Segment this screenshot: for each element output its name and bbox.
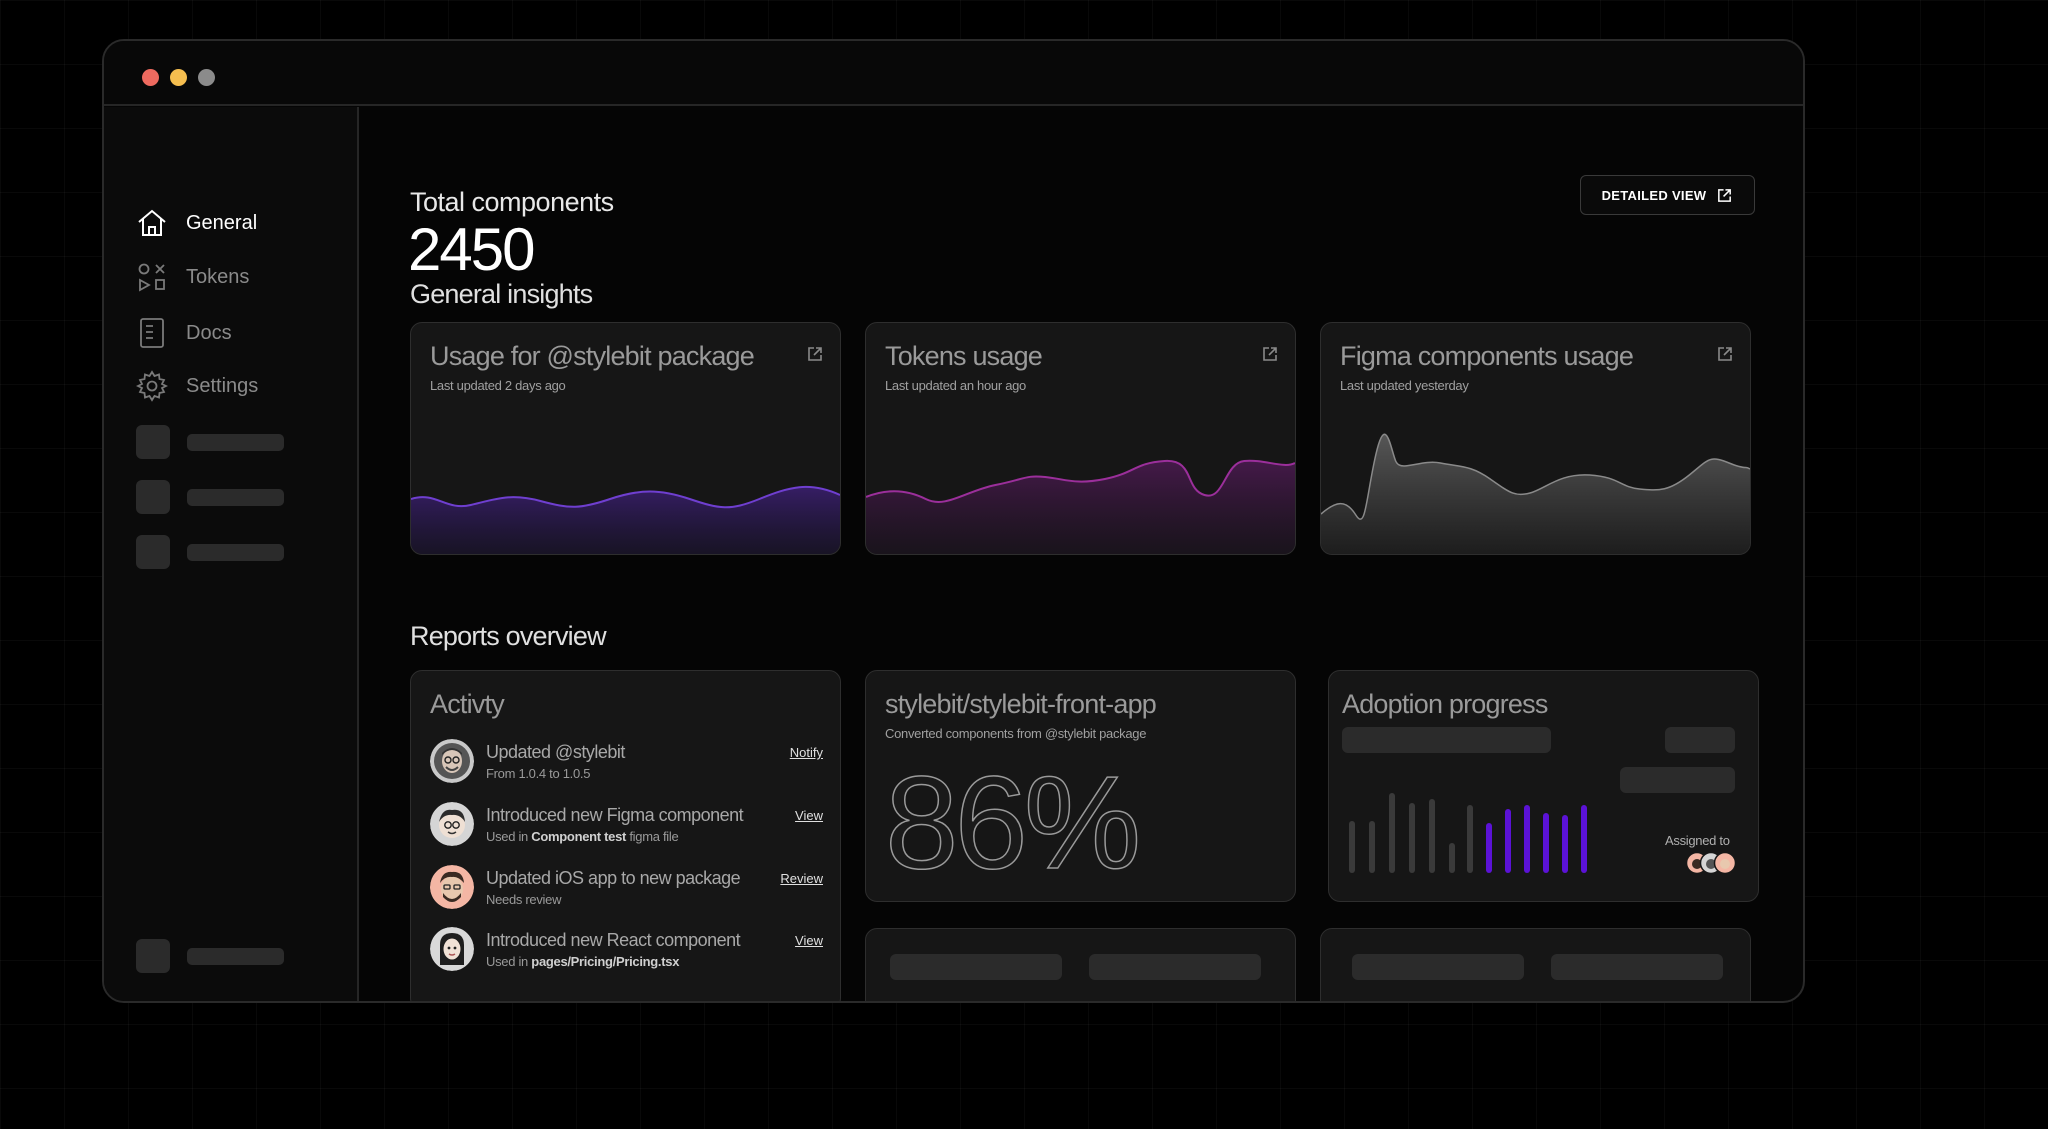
- sidebar-placeholder: [136, 939, 284, 973]
- card-title: Adoption progress: [1342, 689, 1548, 719]
- detailed-view-label: DETAILED VIEW: [1601, 187, 1707, 203]
- shapes-icon: [138, 263, 165, 292]
- gear-icon: [136, 370, 168, 402]
- sidebar-item-tokens[interactable]: Tokens: [136, 259, 249, 295]
- sidebar-placeholder: [136, 535, 284, 569]
- total-components-label: Total components: [410, 187, 614, 217]
- external-link-icon[interactable]: [1716, 345, 1734, 363]
- sidebar-item-general[interactable]: General: [136, 205, 257, 241]
- placeholder-card: [865, 928, 1296, 1001]
- title-bar: [104, 41, 1803, 106]
- placeholder-bar: [1665, 727, 1735, 753]
- placeholder-bar: [1342, 727, 1551, 753]
- external-link-icon: [1718, 188, 1732, 202]
- activity-item: Introduced new Figma component Used in C…: [430, 802, 823, 852]
- tokens-area-chart: [866, 459, 1295, 554]
- avatar: [430, 802, 474, 846]
- usage-area-chart: [411, 485, 840, 554]
- minimize-window-button[interactable]: [170, 69, 187, 86]
- activity-title: Updated iOS app to new package: [486, 868, 741, 888]
- external-link-icon[interactable]: [806, 345, 824, 363]
- total-components-value: 2450: [408, 216, 535, 283]
- card-subtitle: Last updated an hour ago: [885, 378, 1026, 393]
- sidebar-placeholder: [136, 425, 284, 459]
- avatar: [430, 865, 474, 909]
- placeholder-card: [1320, 928, 1751, 1001]
- activity-title: Introduced new React component: [486, 930, 741, 950]
- sidebar-placeholder: [136, 480, 284, 514]
- card-subtitle: Last updated yesterday: [1340, 378, 1469, 393]
- activity-title: Introduced new Figma component: [486, 805, 744, 825]
- activity-subtitle: Used in pages/Pricing/Pricing.tsx: [486, 954, 680, 969]
- main-content: Total components 2450 DETAILED VIEW Gene…: [361, 107, 1803, 1001]
- sidebar-item-label: Docs: [186, 321, 232, 344]
- adoption-bar-chart: [1349, 793, 1587, 873]
- card-title: Usage for @stylebit package: [430, 341, 755, 371]
- avatar: [430, 739, 474, 783]
- view-link[interactable]: View: [795, 808, 823, 823]
- external-link-icon[interactable]: [1261, 345, 1279, 363]
- adoption-progress-card[interactable]: Adoption progress Assigned to: [1328, 670, 1759, 902]
- card-title: Figma components usage: [1340, 341, 1634, 371]
- sidebar-item-docs[interactable]: Docs: [136, 315, 232, 351]
- zoom-window-button[interactable]: [198, 69, 215, 86]
- general-insights-title: General insights: [410, 279, 593, 309]
- detailed-view-button[interactable]: DETAILED VIEW: [1580, 175, 1755, 215]
- conversion-percent: 86%: [885, 756, 1142, 886]
- activity-item: Updated iOS app to new package Needs rev…: [430, 865, 823, 915]
- activity-card: Activty Updated @stylebit From 1.0.4 to …: [410, 670, 841, 1001]
- assignee-avatars[interactable]: [1686, 851, 1738, 875]
- insight-card-figma[interactable]: Figma components usage Last updated yest…: [1320, 322, 1751, 555]
- repo-conversion-card[interactable]: stylebit/stylebit-front-app Converted co…: [865, 670, 1296, 902]
- view-link[interactable]: View: [795, 933, 823, 948]
- app-window: General Tokens Docs Settings Total compo…: [102, 39, 1805, 1003]
- placeholder-bar: [1620, 767, 1735, 793]
- insight-card-usage[interactable]: Usage for @stylebit package Last updated…: [410, 322, 841, 555]
- sidebar: General Tokens Docs Settings: [104, 107, 359, 1001]
- figma-area-chart: [1321, 433, 1750, 554]
- card-title: stylebit/stylebit-front-app: [885, 689, 1157, 719]
- activity-title: Updated @stylebit: [486, 742, 625, 762]
- activity-subtitle: Used in Component test figma file: [486, 829, 679, 844]
- activity-subtitle: Needs review: [486, 892, 562, 907]
- card-title: Activty: [430, 689, 505, 719]
- card-title: Tokens usage: [885, 341, 1043, 371]
- notify-link[interactable]: Notify: [789, 745, 823, 760]
- sidebar-item-settings[interactable]: Settings: [136, 368, 258, 404]
- activity-item: Introduced new React component Used in p…: [430, 927, 823, 977]
- activity-item: Updated @stylebit From 1.0.4 to 1.0.5 No…: [430, 739, 823, 789]
- card-subtitle: Last updated 2 days ago: [430, 378, 566, 393]
- activity-subtitle: From 1.0.4 to 1.0.5: [486, 766, 591, 781]
- review-link[interactable]: Review: [780, 871, 823, 886]
- sidebar-item-label: Tokens: [186, 265, 250, 288]
- close-window-button[interactable]: [142, 69, 159, 86]
- reports-overview-title: Reports overview: [410, 621, 607, 651]
- svg-text:86%: 86%: [885, 756, 1137, 886]
- insight-card-tokens[interactable]: Tokens usage Last updated an hour ago: [865, 322, 1296, 555]
- card-subtitle: Converted components from @stylebit pack…: [885, 726, 1147, 741]
- sidebar-item-label: General: [186, 211, 258, 234]
- sidebar-item-label: Settings: [186, 374, 259, 397]
- avatar: [430, 927, 474, 971]
- assigned-to-label: Assigned to: [1665, 833, 1730, 848]
- home-icon: [138, 209, 166, 236]
- document-icon: [140, 318, 164, 348]
